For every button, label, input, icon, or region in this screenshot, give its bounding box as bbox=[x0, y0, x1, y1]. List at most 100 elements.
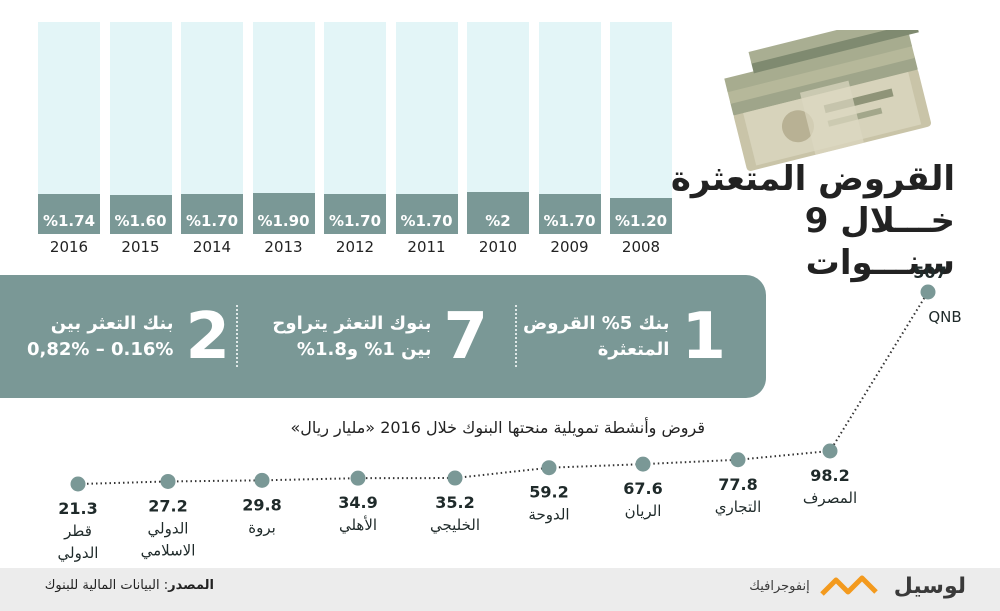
loans-value-label: 98.2 bbox=[810, 466, 849, 485]
fact-1-line-1: بنك 5% القروض bbox=[523, 312, 670, 334]
title-line-1: القروض المتعثرة bbox=[670, 159, 955, 199]
loans-value-label: 67.6 bbox=[623, 479, 662, 498]
fact-1-line-2: المتعثرة bbox=[597, 338, 670, 360]
bar-year-label: 2014 bbox=[192, 238, 232, 256]
bar: %1.70 bbox=[395, 194, 458, 234]
loans-category-label: قطر bbox=[63, 522, 92, 540]
bar: %2 bbox=[467, 192, 529, 234]
fact-3-number: 2 bbox=[185, 299, 230, 374]
fact-divider-1 bbox=[515, 305, 517, 367]
loans-category-label: الدولي bbox=[58, 544, 99, 563]
bar-year-label: 2008 bbox=[621, 238, 661, 256]
loans-category-label: الدولي bbox=[148, 519, 189, 538]
fact-divider-2 bbox=[236, 305, 238, 367]
bar: %1.70 bbox=[538, 194, 601, 234]
loans-point bbox=[730, 452, 746, 468]
loans-value-label: 27.2 bbox=[148, 496, 187, 515]
loans-value-label: 29.8 bbox=[242, 495, 281, 514]
fact-2-text: بنوك التعثر يتراوح بين 1% و1.8% bbox=[272, 311, 431, 363]
bar-column: %2 bbox=[467, 22, 529, 234]
footer: المصدر: البيانات المالية للبنوك لوسيل إن… bbox=[0, 568, 1000, 611]
bar-value-label: %2 bbox=[485, 212, 511, 230]
fact-2: 7 بنوك التعثر يتراوح بين 1% و1.8% bbox=[263, 275, 488, 398]
loans-point bbox=[635, 456, 651, 472]
bar-year-label: 2011 bbox=[407, 238, 446, 256]
bar-year-label: 2010 bbox=[478, 238, 518, 256]
bar-year-label: 2016 bbox=[49, 238, 89, 256]
bar-value-label: %1.70 bbox=[400, 212, 453, 230]
loans-value-label: 59.2 bbox=[529, 483, 568, 502]
loans-category-label: الريان bbox=[625, 502, 662, 520]
fact-3-line-2: 0.16% – 0,82% bbox=[27, 338, 174, 360]
brand-name: لوسيل bbox=[893, 573, 966, 599]
bar-column: %1.70 bbox=[395, 22, 458, 234]
title-line-2: خـــلال 9 سنـــوات bbox=[804, 201, 955, 283]
loans-point bbox=[822, 443, 838, 459]
loans-point bbox=[350, 470, 366, 486]
bar-column: %1.60 bbox=[109, 22, 172, 234]
loans-value-label: 34.9 bbox=[338, 493, 377, 512]
source-note: المصدر: البيانات المالية للبنوك bbox=[45, 578, 214, 593]
brand-logo-icon bbox=[819, 575, 878, 596]
banknotes-image bbox=[724, 30, 932, 171]
fact-1: 1 بنك 5% القروض المتعثرة bbox=[496, 275, 726, 398]
fact-3-text: بنك التعثر بين 0.16% – 0,82% bbox=[27, 311, 173, 363]
bar-column: %1.70 bbox=[181, 22, 243, 234]
loans-value-label: 35.2 bbox=[435, 493, 474, 512]
loans-category-label: المصرف bbox=[803, 489, 857, 507]
loans-point bbox=[541, 460, 557, 476]
bar-value-label: %1.20 bbox=[614, 212, 668, 230]
npl-bar-chart: %1.74 2016 %1.60 2015 %1.70 2014 %1.90 2013 %1.7… bbox=[38, 22, 678, 262]
bar-column: %1.90 bbox=[252, 22, 315, 234]
infographic-title: القروض المتعثرة خـــلال 9 سنـــوات bbox=[655, 158, 955, 284]
bar: %1.20 bbox=[610, 198, 672, 234]
loans-category-label: بروة bbox=[248, 518, 276, 536]
bar: %1.74 bbox=[38, 194, 100, 234]
brand: لوسيل إنفوجرافيك bbox=[749, 572, 966, 600]
facts-panel: 1 بنك 5% القروض المتعثرة 7 بنوك التعثر ي… bbox=[0, 275, 766, 398]
loans-point bbox=[254, 472, 270, 488]
loans-category-label: QNB bbox=[928, 308, 961, 326]
bar: %1.70 bbox=[181, 194, 243, 234]
loans-category-label: الاسلامي bbox=[141, 541, 196, 560]
loans-point bbox=[70, 476, 86, 492]
bar-value-label: %1.60 bbox=[114, 212, 167, 230]
source-label: المصدر bbox=[168, 578, 214, 593]
fact-3: 2 بنك التعثر بين 0.16% – 0,82% bbox=[15, 275, 230, 398]
bar-column: %1.70 bbox=[538, 22, 601, 234]
fact-2-number: 7 bbox=[443, 299, 488, 374]
loans-category-label: التجاري bbox=[715, 498, 762, 517]
fact-3-line-1: بنك التعثر بين bbox=[50, 312, 174, 334]
loans-value-label: 507 bbox=[913, 263, 946, 282]
bar-column: %1.20 bbox=[610, 22, 672, 234]
bar-year-label: 2009 bbox=[550, 238, 589, 256]
loans-point bbox=[920, 284, 936, 300]
bar: %1.60 bbox=[109, 195, 172, 234]
bar-year-label: 2012 bbox=[335, 238, 375, 256]
loans-category-label: الأهلي bbox=[339, 515, 377, 535]
bar: %1.70 bbox=[324, 194, 386, 234]
fact-1-text: بنك 5% القروض المتعثرة bbox=[523, 311, 669, 363]
fact-2-line-2: بين 1% و1.8% bbox=[296, 338, 432, 360]
bar-year-label: 2015 bbox=[121, 238, 160, 256]
loans-category-label: الخليجي bbox=[430, 516, 480, 535]
loans-point bbox=[447, 470, 463, 486]
bar-column: %1.70 bbox=[324, 22, 386, 234]
loans-chart-title: قروض وأنشطة تمويلية منحتها البنوك خلال 2… bbox=[290, 418, 705, 437]
bar-value-label: %1.74 bbox=[42, 212, 96, 230]
source-text: : البيانات المالية للبنوك bbox=[44, 578, 169, 593]
loans-value-label: 77.8 bbox=[718, 475, 757, 494]
loans-line-chart: 21.3 قطر الدولي 27.2 الدولي الاسلامي 29.8 بروة 3… bbox=[58, 263, 962, 563]
bar-value-label: %1.90 bbox=[257, 212, 310, 230]
fact-1-number: 1 bbox=[681, 299, 726, 374]
bar: %1.90 bbox=[252, 193, 315, 234]
loans-series-line bbox=[77, 291, 929, 485]
bar-value-label: %1.70 bbox=[328, 212, 382, 230]
brand-subtitle: إنفوجرافيك bbox=[749, 578, 810, 594]
bar-value-label: %1.70 bbox=[543, 212, 596, 230]
bar-column: %1.74 bbox=[38, 22, 100, 234]
loans-point bbox=[160, 473, 176, 489]
bar-value-label: %1.70 bbox=[185, 212, 239, 230]
bar-year-label: 2013 bbox=[264, 238, 303, 256]
fact-2-line-1: بنوك التعثر يتراوح bbox=[272, 312, 432, 334]
